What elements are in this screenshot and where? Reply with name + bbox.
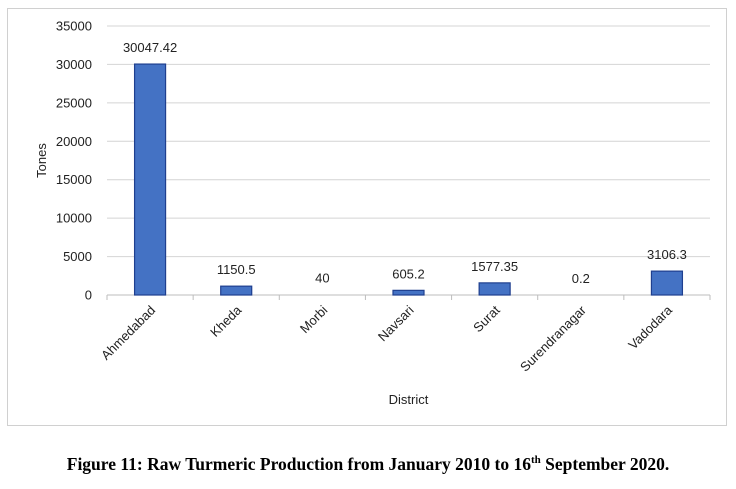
figure-caption: Figure 11: Raw Turmeric Production from … xyxy=(0,454,736,475)
bar-vadodara xyxy=(650,270,684,296)
x-tick-label: Navsari xyxy=(375,302,417,344)
data-label: 605.2 xyxy=(392,266,425,281)
x-tick-label: Surendranagar xyxy=(517,302,589,374)
bar-ahmedabad xyxy=(133,63,167,296)
data-label: 30047.42 xyxy=(123,40,177,55)
data-label: 1150.5 xyxy=(217,262,256,277)
data-label: 40 xyxy=(315,271,329,286)
y-axis-title: Tones xyxy=(34,143,49,178)
x-tick-label: Kheda xyxy=(207,302,245,340)
y-tick-label: 25000 xyxy=(56,95,92,110)
bar-navsari xyxy=(392,289,425,296)
y-tick-label: 5000 xyxy=(63,249,92,264)
chart-frame xyxy=(7,8,727,426)
x-tick-label: Surat xyxy=(470,302,503,335)
bar-kheda xyxy=(220,285,253,296)
y-tick-label: 10000 xyxy=(56,211,92,226)
y-tick-label: 30000 xyxy=(56,57,92,72)
y-tick-label: 35000 xyxy=(56,19,92,34)
y-tick-label: 20000 xyxy=(56,134,92,149)
x-axis-title: District xyxy=(389,392,429,407)
y-tick-label: 15000 xyxy=(56,172,92,187)
y-tick-label: 0 xyxy=(85,288,92,303)
data-label: 3106.3 xyxy=(647,247,687,262)
x-tick-label: Ahmedabad xyxy=(98,303,158,363)
data-label: 0.2 xyxy=(572,271,590,286)
x-tick-label: Vadodara xyxy=(625,302,675,352)
x-tick-label: Morbi xyxy=(297,302,331,336)
caption-text-end: September 2020. xyxy=(540,454,670,474)
bar-surat xyxy=(478,282,511,296)
data-label: 1577.35 xyxy=(471,259,518,274)
bar-chart: 0 5000 10000 15000 20000 25000 30000 35000 30047… xyxy=(34,19,711,407)
caption-superscript: th xyxy=(530,454,541,467)
caption-text: Figure 11: Raw Turmeric Production from … xyxy=(66,454,531,474)
